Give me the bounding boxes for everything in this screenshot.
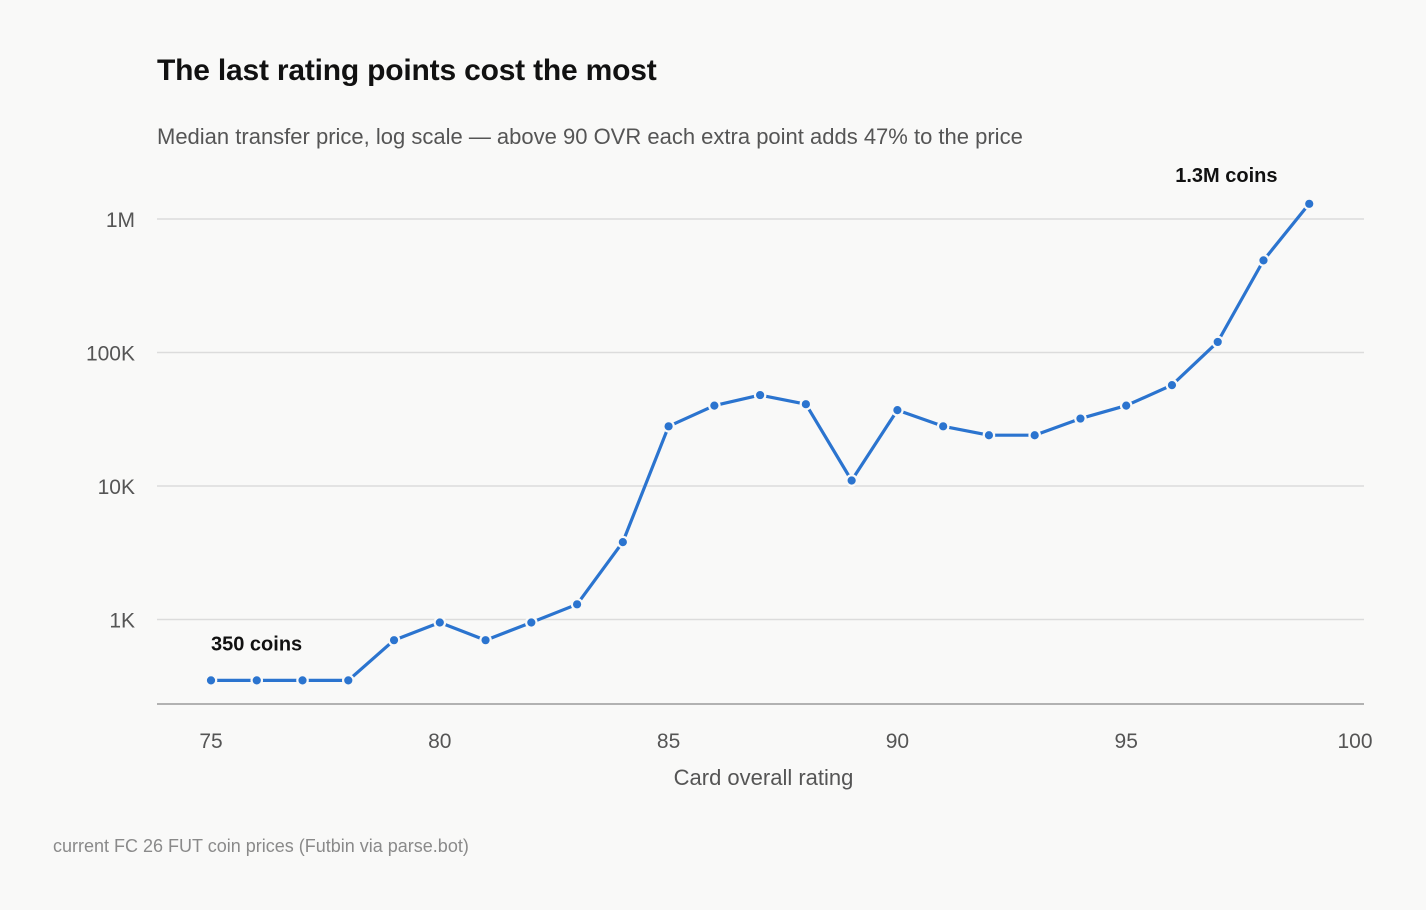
data-point bbox=[525, 616, 538, 629]
annotation-label: 1.3M coins bbox=[1175, 165, 1277, 187]
y-tick-label: 1K bbox=[109, 610, 135, 633]
data-point bbox=[1211, 335, 1225, 349]
data-point bbox=[387, 633, 401, 647]
x-tick-label: 75 bbox=[199, 730, 222, 753]
data-point bbox=[753, 388, 767, 402]
data-points bbox=[204, 197, 1316, 687]
x-tick-label: 80 bbox=[428, 730, 451, 753]
data-point bbox=[708, 399, 721, 412]
data-point bbox=[1165, 378, 1179, 392]
x-tick-labels: 75 80 85 90 95 100 bbox=[199, 730, 1372, 753]
chart-source: current FC 26 FUT coin prices (Futbin vi… bbox=[53, 836, 469, 856]
data-point bbox=[433, 616, 447, 629]
data-point bbox=[204, 674, 218, 687]
annotations: 350 coins 1.3M coins bbox=[211, 165, 1278, 656]
data-point bbox=[936, 420, 950, 433]
data-point bbox=[982, 428, 996, 442]
data-point bbox=[479, 633, 492, 647]
data-point bbox=[341, 674, 355, 687]
data-point bbox=[891, 403, 904, 417]
data-point bbox=[1257, 254, 1270, 267]
data-point bbox=[1074, 412, 1087, 425]
data-point bbox=[570, 597, 584, 611]
data-point bbox=[662, 420, 675, 433]
chart-title: The last rating points cost the most bbox=[157, 54, 657, 87]
data-point bbox=[1119, 399, 1133, 412]
data-point bbox=[845, 474, 858, 487]
data-point bbox=[1028, 428, 1041, 442]
data-point bbox=[616, 535, 630, 549]
x-tick-label: 95 bbox=[1115, 730, 1138, 753]
chart-subtitle: Median transfer price, log scale — above… bbox=[157, 124, 1023, 149]
series-line bbox=[209, 202, 1311, 682]
y-tick-label: 100K bbox=[86, 343, 135, 366]
annotation-label: 350 coins bbox=[211, 633, 302, 655]
data-point bbox=[1302, 197, 1316, 211]
grid-lines bbox=[157, 218, 1364, 621]
y-tick-labels: 1K 10K 100K 1M bbox=[86, 209, 135, 633]
x-axis-label: Card overall rating bbox=[674, 765, 854, 790]
data-point bbox=[296, 674, 309, 687]
y-tick-label: 1M bbox=[106, 209, 135, 232]
data-point bbox=[799, 397, 813, 411]
x-tick-label: 85 bbox=[657, 730, 680, 753]
y-tick-label: 10K bbox=[98, 476, 135, 499]
x-tick-label: 100 bbox=[1337, 730, 1372, 753]
data-point bbox=[250, 674, 264, 687]
x-tick-label: 90 bbox=[886, 730, 909, 753]
